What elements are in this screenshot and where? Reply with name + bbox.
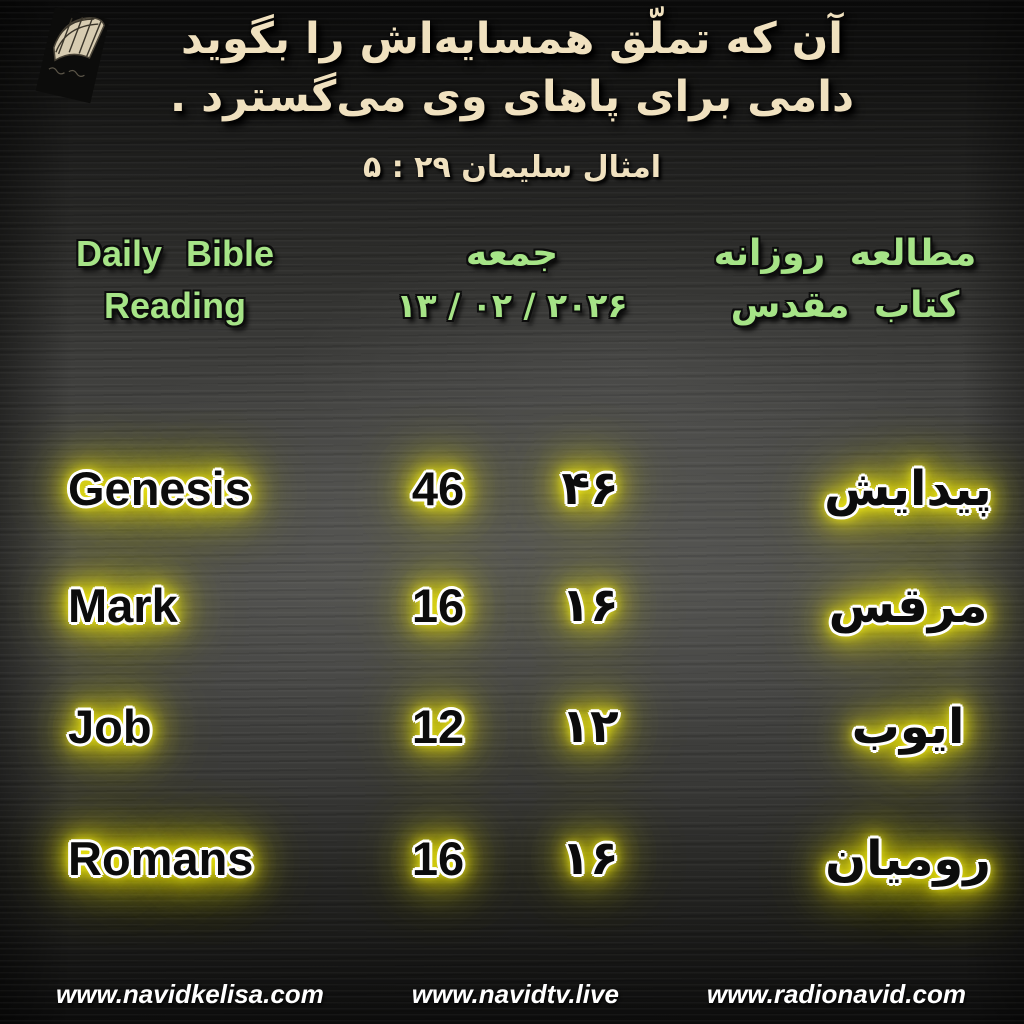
reading-row-genesis: Genesis 46 ۴۶ پیدایش — [0, 449, 1024, 529]
chapter-number-fa: ۱۶ — [561, 831, 619, 886]
header-persian-line2: کتاب مقدس — [730, 285, 960, 326]
header-english: Daily Bible Reading — [40, 228, 310, 332]
book-name-en: Mark — [68, 579, 178, 632]
book-name-fa: ایوب — [851, 699, 965, 755]
globe-grid-icon — [35, 6, 110, 104]
url-radionavid: www.radionavid.com — [706, 979, 966, 1009]
reading-row-job: Job 12 ۱۲ ایوب — [0, 687, 1024, 767]
chapter-number-en: 16 — [411, 579, 465, 632]
book-name-en: Genesis — [68, 462, 251, 515]
date-value: ۱۳ / ۰۲ / ۲۰۲۶ — [396, 286, 628, 325]
book-name-fa: پیدایش — [824, 461, 992, 517]
chapter-number-fa: ۱۲ — [561, 699, 619, 754]
verse-text: آن که تملّق همسایه‌اش را بگوید دامی برای… — [0, 10, 1024, 126]
header-persian-line1: مطالعه روزانه — [713, 233, 977, 274]
verse-reference: امثال سلیمان ۲۹ : ۵ — [362, 150, 662, 185]
verse-line-2: دامی برای پاهای وی می‌گسترد . — [169, 72, 855, 122]
verse-line-1: آن که تملّق همسایه‌اش را بگوید — [180, 14, 844, 64]
book-name-fa: رومیان — [825, 831, 991, 887]
header-persian: مطالعه روزانه کتاب مقدس — [680, 228, 1010, 332]
header-english-line2: Reading — [103, 285, 246, 326]
navid-globe-logo — [22, 6, 122, 118]
url-navidkelisa: www.navidkelisa.com — [56, 979, 324, 1009]
chapter-number-fa: ۱۶ — [561, 578, 619, 633]
chapter-number-en: 12 — [411, 700, 465, 753]
book-name-en: Job — [68, 700, 152, 753]
weekday-label: جمعه — [465, 233, 559, 274]
reading-row-mark: Mark 16 ۱۶ مرقس — [0, 566, 1024, 646]
chapter-number-en: 16 — [411, 832, 465, 885]
footer-urls: www.navidkelisa.com www.navidtv.live www… — [0, 979, 1024, 1010]
chapter-number-en: 46 — [411, 462, 465, 515]
header-english-line1: Daily Bible — [75, 233, 275, 274]
reading-row-romans: Romans 16 ۱۶ رومیان — [0, 819, 1024, 899]
book-name-fa: مرقس — [828, 578, 988, 634]
header-date: جمعه ۱۳ / ۰۲ / ۲۰۲۶ — [392, 228, 632, 332]
url-navidtv: www.navidtv.live — [411, 979, 619, 1009]
book-name-en: Romans — [68, 832, 254, 885]
chapter-number-fa: ۴۶ — [561, 461, 619, 516]
